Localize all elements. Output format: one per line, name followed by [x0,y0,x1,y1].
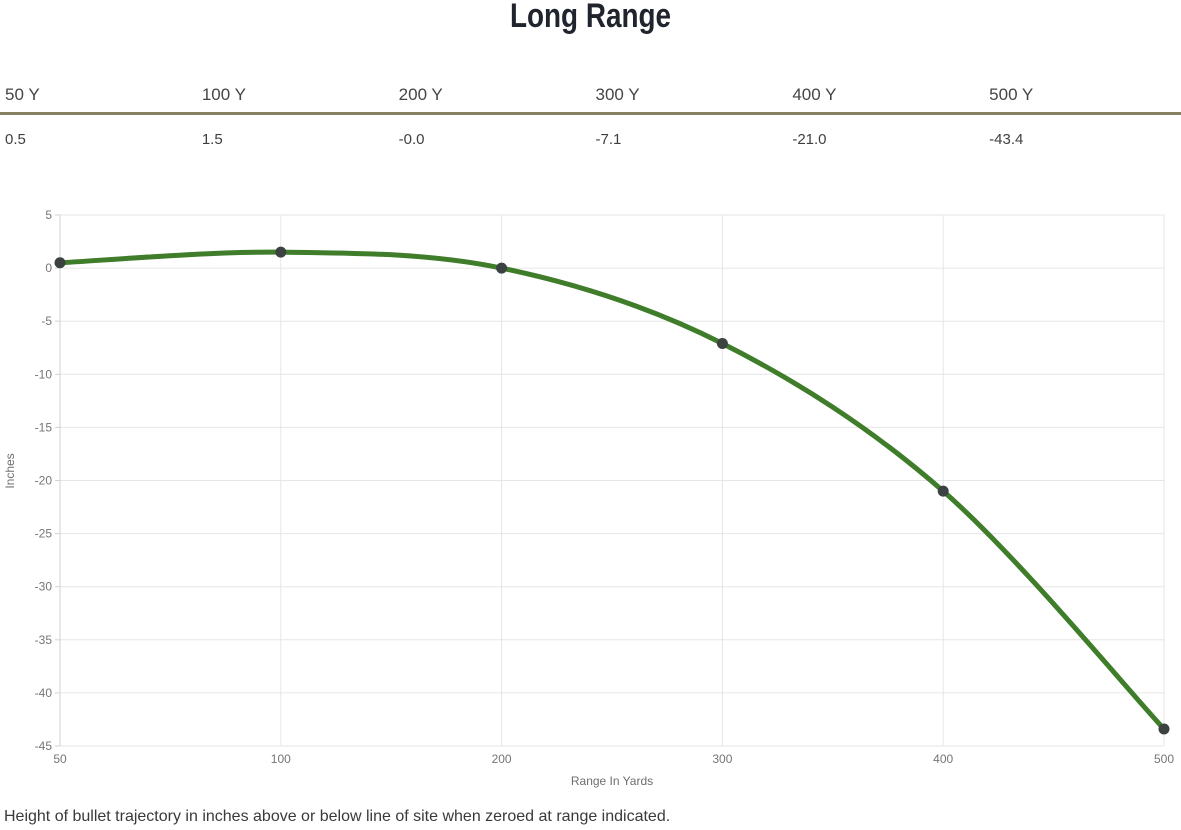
drop-value-cell: -21.0 [792,131,827,148]
x-tick-label: 500 [1154,752,1174,766]
trajectory-line [57,249,1167,732]
trajectory-table-header-row: 50 Y 100 Y 200 Y 300 Y 400 Y 500 Y [0,78,1181,115]
range-column-header: 200 Y [398,85,443,104]
data-point-marker [1158,723,1170,735]
y-tick-label: -25 [35,527,53,541]
trajectory-table: 50 Y 100 Y 200 Y 300 Y 400 Y 500 Y 0.5 1.5 -0.0… [0,78,1181,149]
y-tick-label: 5 [45,208,52,222]
x-tick-label: 200 [492,752,512,766]
y-tick-label: -45 [35,739,53,753]
drop-value-cell: 0.5 [5,131,26,148]
x-tick-label: 300 [712,752,732,766]
drop-value-cell: -43.4 [989,131,1024,148]
drop-value-cell: -0.0 [398,131,425,148]
y-tick-label: -15 [35,420,53,434]
x-tick-label: 50 [53,752,67,766]
x-axis-title: Range In Yards [571,774,653,788]
range-column-header: 300 Y [595,85,640,104]
y-axis-title: Inches [3,453,17,488]
data-point-marker [716,338,728,350]
x-tick-label: 400 [933,752,953,766]
y-tick-label: -35 [35,633,53,647]
data-point-marker [54,257,66,269]
range-column-header: 500 Y [989,85,1034,104]
drop-value-cell: -7.1 [595,131,622,148]
y-tick-label: -5 [41,314,52,328]
range-column-header: 50 Y [5,85,40,104]
data-point-marker [937,485,949,497]
drop-value-cell: 1.5 [201,131,223,148]
y-tick-label: -10 [35,367,53,381]
y-tick-label: -40 [35,686,53,700]
chart-caption: Height of bullet trajectory in inches ab… [4,808,671,825]
range-column-header: 100 Y [201,85,246,104]
data-point-marker [496,262,508,274]
y-tick-label: 0 [45,261,52,275]
trajectory-chart-area: 5 0 -5 -10 -15 -20 -25 -30 -35 -40 -45 50 100 200 300 4… [0,196,1181,796]
y-tick-label: -20 [35,474,53,488]
y-tick-label: -30 [35,580,53,594]
data-point-marker [275,246,287,258]
page-title: Long Range [509,0,672,35]
range-column-header: 400 Y [792,85,837,104]
trajectory-table-value-row: 0.5 1.5 -0.0 -7.1 -21.0 -43.4 [0,115,1181,149]
x-tick-label: 100 [271,752,291,766]
